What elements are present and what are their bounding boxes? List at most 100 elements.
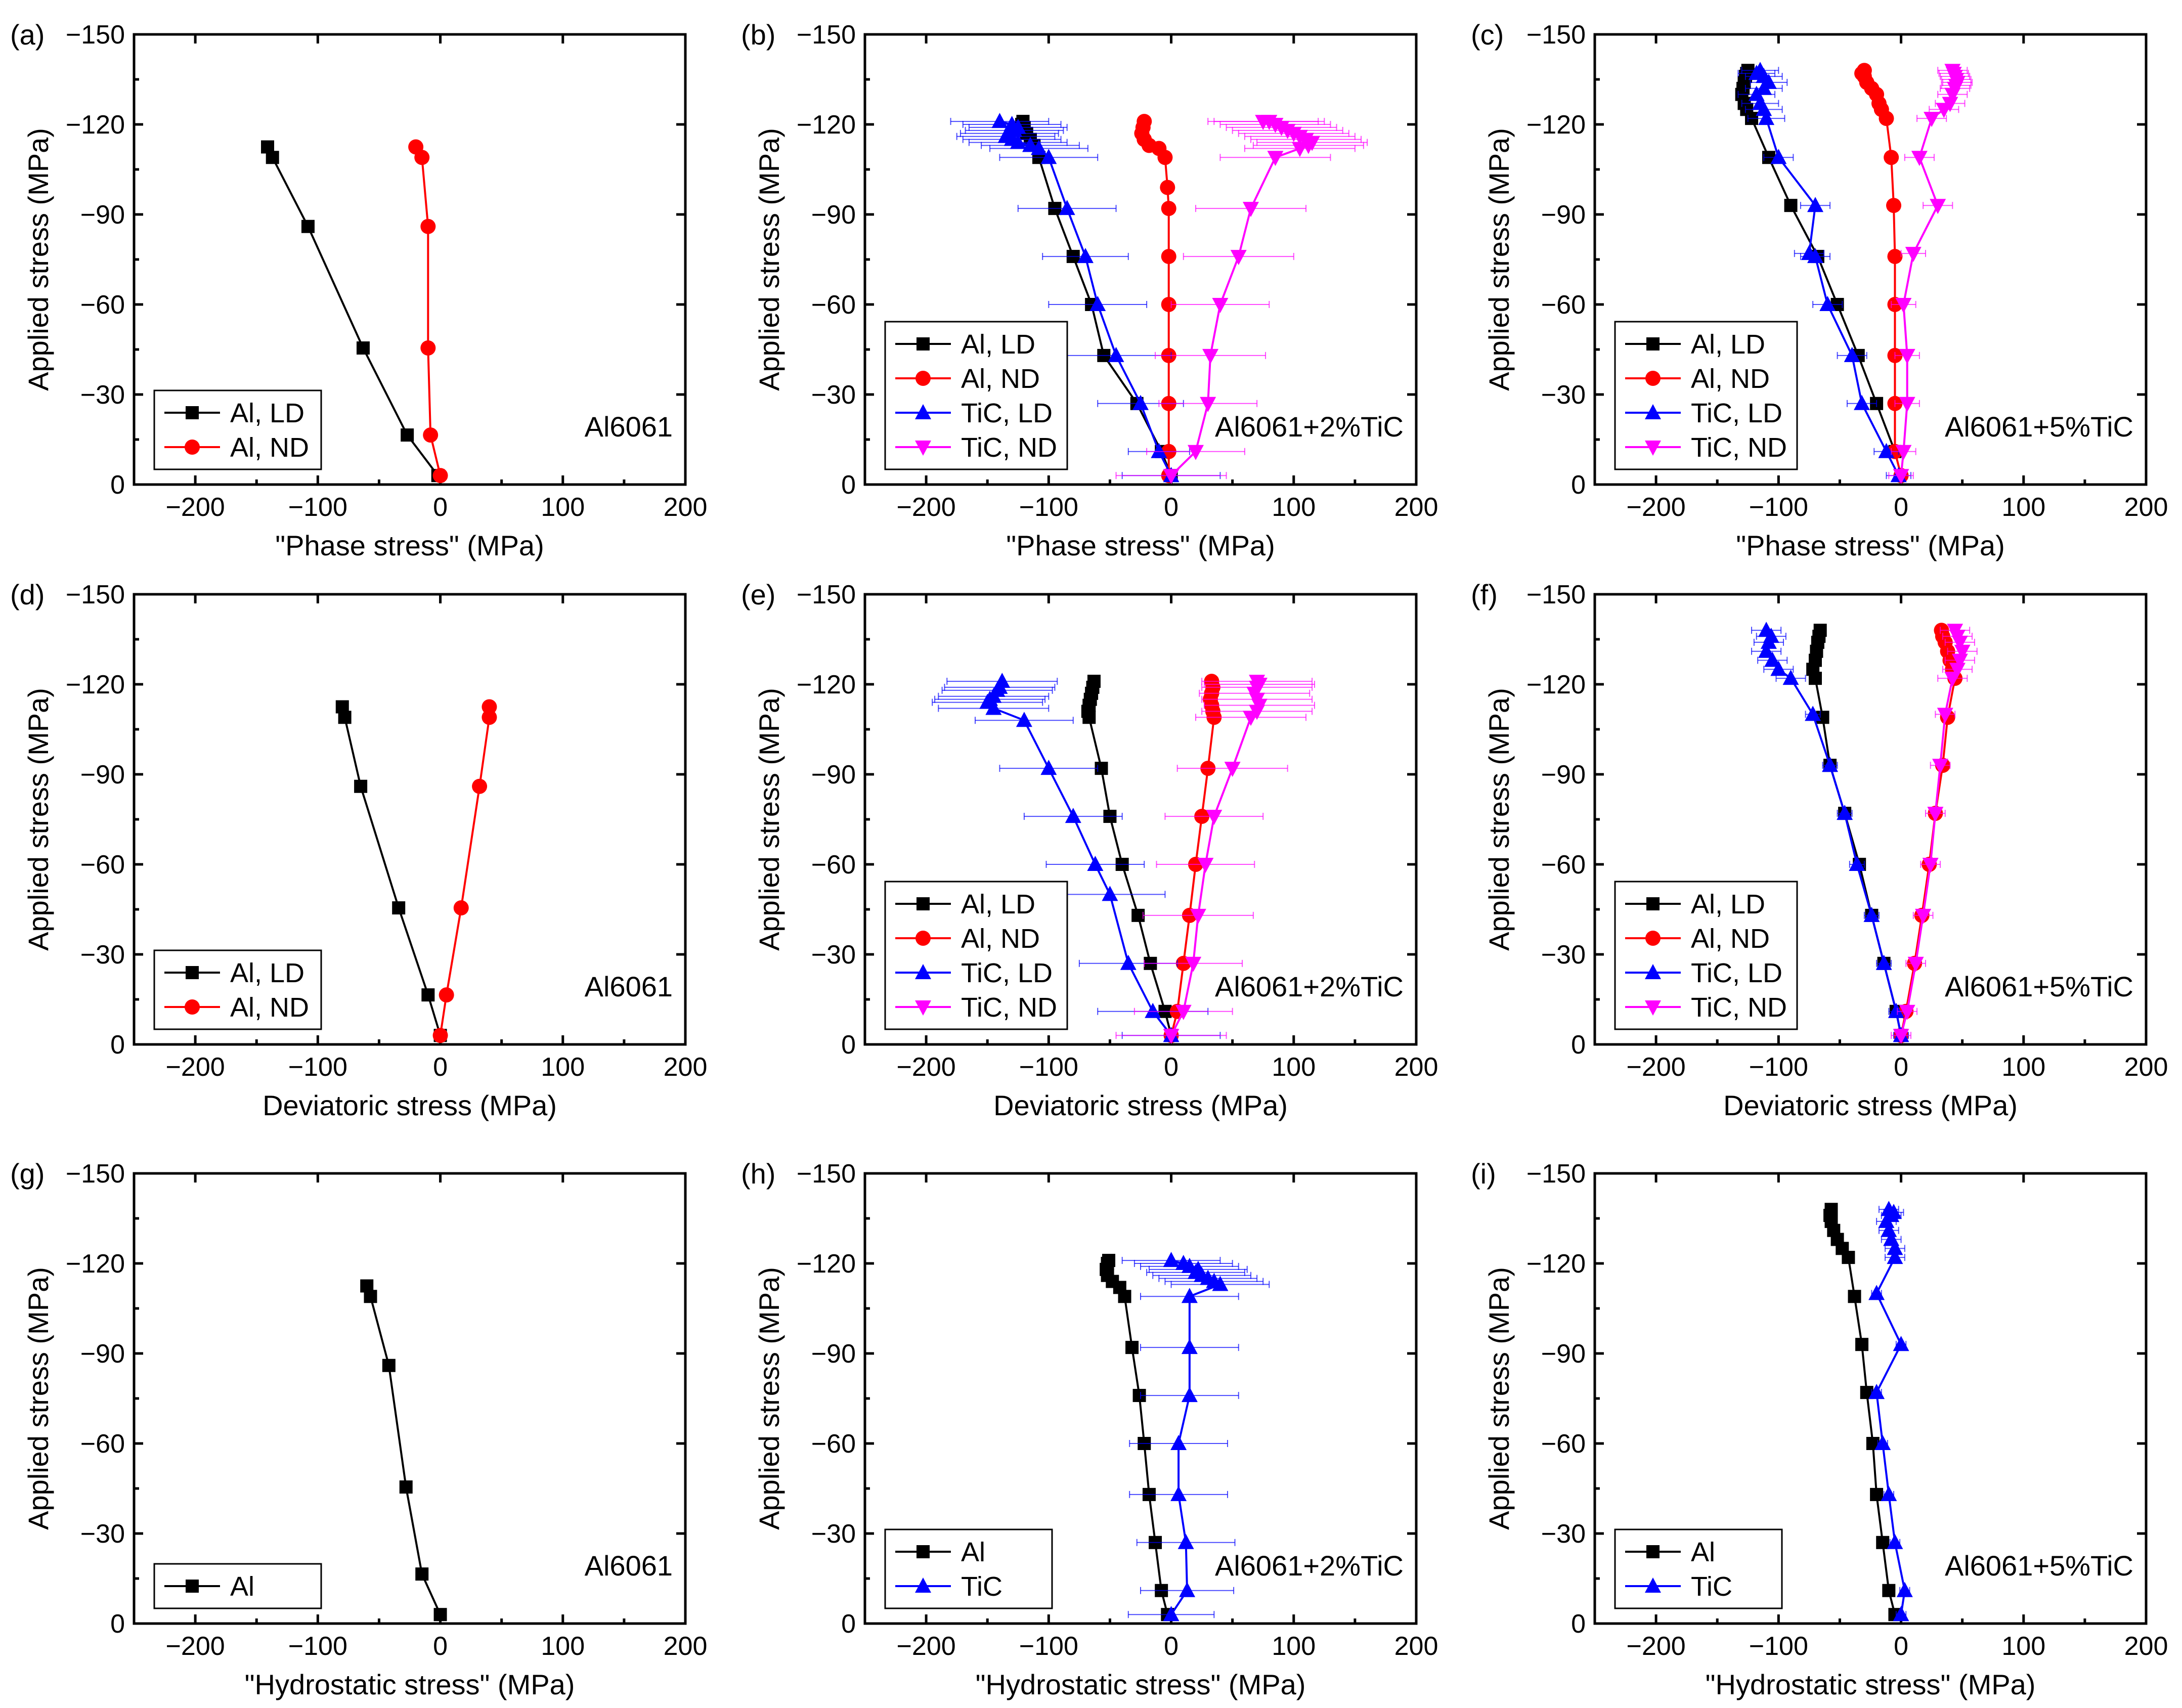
x-tick-label: −100 xyxy=(1749,493,1808,522)
panel-label: (b) xyxy=(741,19,775,51)
data-point xyxy=(432,1028,448,1043)
data-point xyxy=(1899,348,1915,364)
legend-label: Al, LD xyxy=(230,958,304,988)
data-point xyxy=(1893,1029,1909,1044)
y-tick-label: −150 xyxy=(797,20,856,50)
legend-label: TiC, ND xyxy=(1691,992,1787,1023)
y-tick-label: −60 xyxy=(811,290,856,320)
data-point xyxy=(1937,708,1953,723)
legend-label: TiC, LD xyxy=(1691,958,1782,988)
y-tick-label: −60 xyxy=(811,850,856,880)
y-axis-title: Applied stress (MPa) xyxy=(22,128,54,391)
data-point xyxy=(1224,762,1241,777)
data-point xyxy=(1170,1485,1187,1501)
legend-marker xyxy=(1645,931,1661,946)
data-point xyxy=(994,673,1011,688)
y-tick-label: −60 xyxy=(80,850,125,880)
y-axis-title: Applied stress (MPa) xyxy=(1483,1267,1515,1530)
x-tick-label: 100 xyxy=(1272,493,1316,522)
data-point xyxy=(1065,808,1081,823)
legend: Al, LD Al, ND xyxy=(153,389,322,470)
panel-label: (a) xyxy=(10,19,45,51)
x-axis-title: "Phase stress" (MPa) xyxy=(1006,530,1275,561)
data-point xyxy=(1200,397,1216,412)
legend-marker xyxy=(1645,371,1661,386)
data-point xyxy=(1137,114,1152,129)
x-axis-title: "Phase stress" (MPa) xyxy=(275,530,544,561)
y-tick-label: −120 xyxy=(66,110,125,140)
y-axis-title: Applied stress (MPa) xyxy=(22,1267,54,1530)
data-point xyxy=(1874,1435,1891,1450)
panel-b: −200 −100 0 100 200 0 −30 −60 −90 −120 −150 (b) "Pha… xyxy=(741,19,1438,561)
data-point xyxy=(399,1480,413,1494)
sample-annotation: Al6061+5%TiC xyxy=(1945,411,2133,443)
y-tick-label: −60 xyxy=(1541,850,1586,880)
data-point xyxy=(1764,651,1781,667)
legend-marker xyxy=(915,371,931,386)
legend-marker xyxy=(915,964,931,979)
data-point xyxy=(1886,198,1902,213)
y-tick-label: −120 xyxy=(797,110,856,140)
data-point xyxy=(1876,1536,1890,1549)
legend-frame xyxy=(884,321,1068,470)
sample-annotation: Al6061+2%TiC xyxy=(1215,411,1404,443)
x-tick-label: −200 xyxy=(897,1632,956,1661)
series-line xyxy=(1875,1208,1906,1615)
legend-marker xyxy=(917,897,930,910)
data-point xyxy=(1844,346,1860,362)
data-point xyxy=(360,1279,374,1293)
data-point xyxy=(1819,296,1836,311)
y-tick-label: −150 xyxy=(66,580,125,609)
x-tick-label: −200 xyxy=(166,1053,225,1082)
data-point xyxy=(1856,63,1872,78)
series-al-nd xyxy=(408,139,448,484)
series-al xyxy=(360,1279,447,1622)
x-axis-title: "Hydrostatic stress" (MPa) xyxy=(1706,1669,2036,1700)
series-line xyxy=(1086,681,1172,1036)
data-point xyxy=(1145,1002,1161,1018)
data-point xyxy=(1848,1290,1861,1303)
series-al xyxy=(1823,1203,1902,1622)
x-tick-label: 0 xyxy=(1894,1632,1908,1661)
data-point xyxy=(1120,954,1137,970)
series-tic-nd xyxy=(1888,64,1973,485)
legend-label: Al xyxy=(1691,1537,1715,1567)
series-tic-nd xyxy=(1115,675,1315,1044)
panel-label: (d) xyxy=(10,579,45,610)
x-tick-label: −200 xyxy=(1627,1053,1686,1082)
data-point xyxy=(1813,624,1827,637)
y-tick-label: −90 xyxy=(80,1339,125,1369)
legend-label: Al, LD xyxy=(961,329,1035,360)
legend-frame xyxy=(153,389,322,470)
data-point xyxy=(432,468,448,484)
y-tick-label: 0 xyxy=(1571,470,1586,500)
data-point xyxy=(1868,1384,1885,1399)
y-axis-title: Applied stress (MPa) xyxy=(753,1267,785,1530)
y-axis-title: Applied stress (MPa) xyxy=(22,688,54,951)
y-tick-label: −30 xyxy=(1541,380,1586,410)
panel-label: (c) xyxy=(1471,19,1504,51)
legend-marker xyxy=(915,1000,931,1016)
x-tick-label: −100 xyxy=(1019,493,1078,522)
x-tick-label: 100 xyxy=(1272,1053,1316,1082)
y-tick-label: −150 xyxy=(1526,20,1586,50)
data-point xyxy=(1181,1387,1198,1403)
data-point xyxy=(421,988,435,1002)
sample-annotation: Al6061 xyxy=(585,1550,673,1582)
data-point xyxy=(1040,760,1057,775)
x-tick-label: 100 xyxy=(1272,1632,1316,1661)
data-point xyxy=(1102,1254,1116,1267)
data-point xyxy=(1883,1231,1900,1246)
y-tick-label: −120 xyxy=(797,670,856,699)
x-axis-title: "Phase stress" (MPa) xyxy=(1736,530,2004,561)
x-tick-label: 200 xyxy=(1394,1632,1438,1661)
series-line xyxy=(1812,630,1902,1036)
data-point xyxy=(1040,149,1057,164)
legend-marker xyxy=(186,966,199,979)
y-tick-label: −60 xyxy=(80,1429,125,1459)
data-point xyxy=(1125,1341,1139,1354)
y-tick-label: −90 xyxy=(1541,1339,1586,1369)
sample-annotation: Al6061+2%TiC xyxy=(1215,971,1404,1002)
x-tick-label: −200 xyxy=(166,1632,225,1661)
legend-label: Al, ND xyxy=(961,924,1040,954)
